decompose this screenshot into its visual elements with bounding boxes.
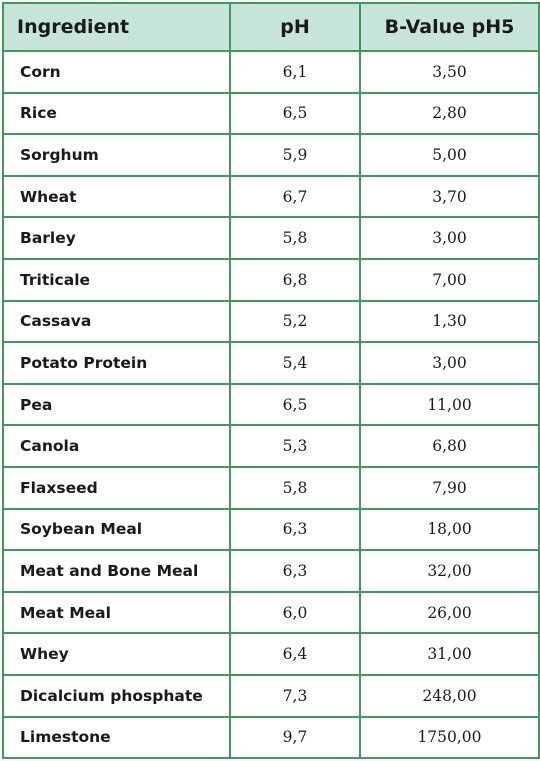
table-row: Whey 6,4 31,00	[2, 632, 540, 676]
bvalue-cell: 7,00	[359, 257, 540, 302]
header-bvalue: B-Value pH5	[359, 2, 540, 52]
ingredient-cell: Meat Meal	[2, 590, 231, 635]
ingredient-cell: Flaxseed	[2, 465, 231, 510]
table-row: Flaxseed 5,8 7,90	[2, 465, 540, 510]
ph-cell: 5,9	[229, 133, 361, 177]
ingredient-cell: Cassava	[2, 299, 231, 344]
bvalue-cell: 3,00	[359, 341, 540, 385]
table-row: Potato Protein 5,4 3,00	[2, 341, 540, 385]
ph-cell: 5,3	[229, 424, 361, 468]
table-row: Cassava 5,2 1,30	[2, 299, 540, 344]
ph-cell: 6,1	[229, 50, 361, 94]
bvalue-cell: 3,70	[359, 174, 540, 219]
table-row: Corn 6,1 3,50	[2, 50, 540, 94]
table-row: Meat Meal 6,0 26,00	[2, 590, 540, 635]
ingredient-cell: Whey	[2, 632, 231, 676]
ingredient-cell: Sorghum	[2, 133, 231, 177]
bvalue-cell: 1750,00	[359, 715, 540, 760]
ph-cell: 6,8	[229, 257, 361, 302]
ph-cell: 6,5	[229, 91, 361, 136]
table-row: Meat and Bone Meal 6,3 32,00	[2, 549, 540, 593]
table-row: Rice 6,5 2,80	[2, 91, 540, 136]
ingredient-cell: Canola	[2, 424, 231, 468]
table-row: Soybean Meal 6,3 18,00	[2, 507, 540, 552]
ph-cell: 6,7	[229, 174, 361, 219]
ph-cell: 5,4	[229, 341, 361, 385]
bvalue-cell: 32,00	[359, 549, 540, 593]
bvalue-cell: 6,80	[359, 424, 540, 468]
table-row: Pea 6,5 11,00	[2, 382, 540, 427]
table-row: Limestone 9,7 1750,00	[2, 715, 540, 760]
bvalue-cell: 3,50	[359, 50, 540, 94]
bvalue-cell: 7,90	[359, 465, 540, 510]
bvalue-cell: 3,00	[359, 216, 540, 260]
ingredient-cell: Triticale	[2, 257, 231, 302]
ingredient-cell: Meat and Bone Meal	[2, 549, 231, 593]
ph-cell: 7,3	[229, 673, 361, 718]
table-row: Barley 5,8 3,00	[2, 216, 540, 260]
table-body: Corn 6,1 3,50 Rice 6,5 2,80 Sorghum 5,9 5,00 Whea…	[2, 50, 540, 760]
ingredient-cell: Dicalcium phosphate	[2, 673, 231, 718]
header-ingredient: Ingredient	[2, 2, 231, 52]
ph-cell: 5,8	[229, 216, 361, 260]
ph-cell: 6,0	[229, 590, 361, 635]
ph-cell: 6,3	[229, 507, 361, 552]
ph-cell: 9,7	[229, 715, 361, 760]
bvalue-cell: 11,00	[359, 382, 540, 427]
ingredient-cell: Pea	[2, 382, 231, 427]
ph-cell: 6,3	[229, 549, 361, 593]
header-row: Ingredient pH B-Value pH5	[2, 2, 540, 52]
bvalue-cell: 248,00	[359, 673, 540, 718]
table-row: Sorghum 5,9 5,00	[2, 133, 540, 177]
table-row: Dicalcium phosphate 7,3 248,00	[2, 673, 540, 718]
table-row: Triticale 6,8 7,00	[2, 257, 540, 302]
ingredient-cell: Limestone	[2, 715, 231, 760]
table-header: Ingredient pH B-Value pH5	[2, 2, 540, 52]
bvalue-cell: 2,80	[359, 91, 540, 136]
bvalue-cell: 1,30	[359, 299, 540, 344]
ph-cell: 6,4	[229, 632, 361, 676]
table-row: Wheat 6,7 3,70	[2, 174, 540, 219]
bvalue-cell: 5,00	[359, 133, 540, 177]
table-row: Canola 5,3 6,80	[2, 424, 540, 468]
ingredient-cell: Soybean Meal	[2, 507, 231, 552]
ph-cell: 6,5	[229, 382, 361, 427]
ingredient-cell: Potato Protein	[2, 341, 231, 385]
bvalue-cell: 26,00	[359, 590, 540, 635]
ingredient-cell: Corn	[2, 50, 231, 94]
ph-cell: 5,8	[229, 465, 361, 510]
ingredient-cell: Rice	[2, 91, 231, 136]
ph-cell: 5,2	[229, 299, 361, 344]
ingredient-cell: Wheat	[2, 174, 231, 219]
ingredient-cell: Barley	[2, 216, 231, 260]
bvalue-cell: 18,00	[359, 507, 540, 552]
bvalue-cell: 31,00	[359, 632, 540, 676]
header-ph: pH	[229, 2, 361, 52]
